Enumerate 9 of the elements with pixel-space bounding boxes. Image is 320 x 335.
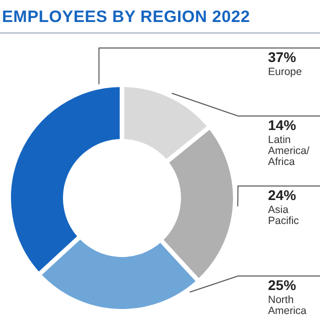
- data-label: 14%: [268, 117, 297, 133]
- slice-label: Asia Pacific: [268, 204, 299, 227]
- slice-label: North America: [268, 294, 307, 317]
- slice-label: Europe: [268, 66, 302, 78]
- data-label: 24%: [268, 187, 297, 203]
- data-label: 37%: [268, 49, 297, 65]
- slice-label: Latin America/Africa: [268, 134, 310, 168]
- data-label: 25%: [268, 277, 297, 293]
- chart-title: EMPLOYEES BY REGION 2022: [2, 8, 250, 26]
